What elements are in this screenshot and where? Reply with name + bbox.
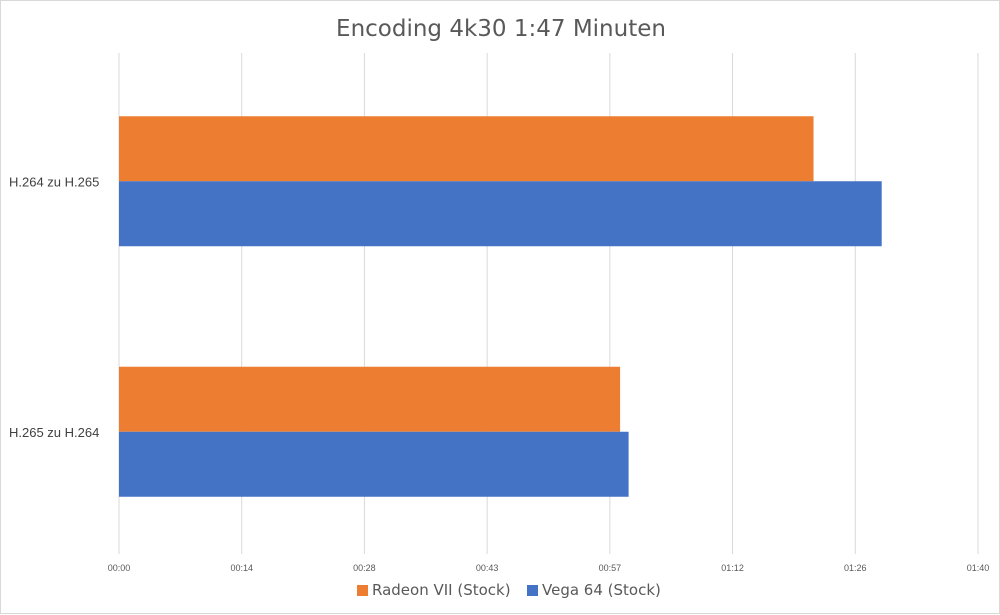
axis-labels: 00:00 00:14 00:28 00:43 00:57 01:12 01:26 01:40… (9, 174, 989, 573)
x-tick-label: 00:14 (230, 563, 253, 573)
legend-swatch (357, 585, 368, 596)
legend: Radeon VII (Stock) Vega 64 (Stock) (357, 581, 661, 599)
x-tick-label: 01:26 (844, 563, 867, 573)
chart-title: Encoding 4k30 1:47 Minuten (336, 16, 666, 42)
legend-label: Vega 64 (Stock) (542, 581, 661, 599)
legend-swatch (527, 585, 538, 596)
category-label: H.265 zu H.264 (9, 425, 99, 440)
legend-label: Radeon VII (Stock) (372, 581, 511, 599)
bar-vega-64 (119, 431, 629, 497)
bar-vega-64 (119, 181, 882, 247)
x-tick-label: 00:57 (599, 563, 622, 573)
x-tick-label: 00:00 (108, 563, 131, 573)
category-label: H.264 zu H.265 (9, 174, 99, 189)
bar-radeon-vii (119, 366, 621, 432)
bars (119, 116, 882, 497)
x-tick-label: 00:43 (476, 563, 499, 573)
bar-radeon-vii (119, 116, 814, 182)
x-tick-label: 00:28 (353, 563, 376, 573)
x-tick-label: 01:12 (721, 563, 744, 573)
x-tick-label: 01:40 (967, 563, 990, 573)
